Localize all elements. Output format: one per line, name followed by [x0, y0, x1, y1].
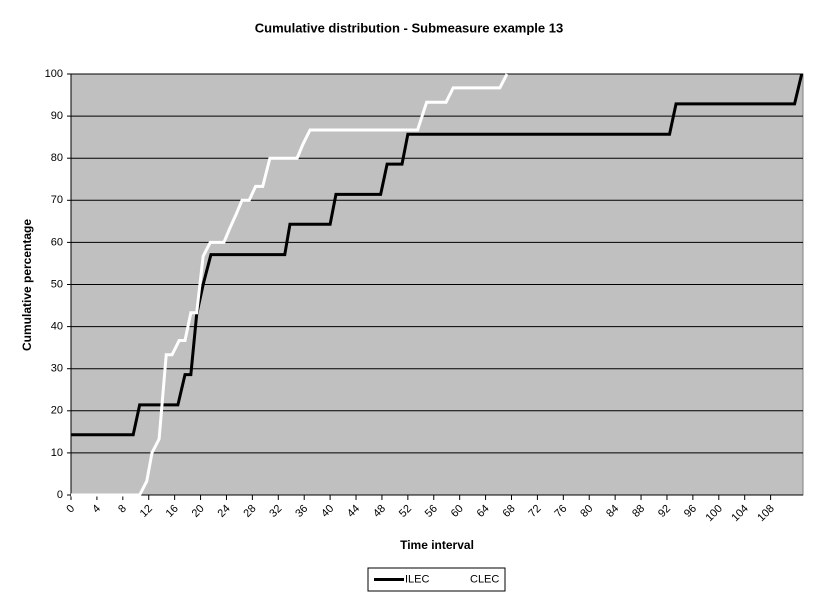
series-line — [71, 73, 509, 497]
y-tick-label: 80 — [51, 152, 63, 164]
x-tick-label: 56 — [423, 503, 440, 520]
x-tick-label: 20 — [190, 503, 207, 520]
x-tick-label: 92 — [656, 503, 673, 520]
x-tick-label: 72 — [526, 503, 543, 520]
x-tick-label: 32 — [267, 503, 284, 520]
chart-title: Cumulative distribution - Submeasure exa… — [255, 20, 563, 35]
y-tick-label: 30 — [51, 363, 63, 375]
x-tick-label: 68 — [501, 503, 518, 520]
x-tick-label: 52 — [397, 503, 414, 520]
x-tick-label: 36 — [293, 503, 310, 520]
series-line — [71, 73, 804, 437]
x-tick-label: 100 — [703, 503, 724, 524]
y-tick-label: 50 — [51, 278, 63, 290]
x-tick-label: 12 — [138, 503, 155, 520]
x-tick-label: 76 — [552, 503, 569, 520]
x-tick-label: 4 — [90, 503, 103, 516]
legend-label: ILEC — [405, 573, 430, 585]
x-tick-label: 96 — [682, 503, 699, 520]
legend-label: CLEC — [470, 573, 499, 585]
x-tick-label: 48 — [371, 503, 388, 520]
y-tick-label: 10 — [51, 447, 63, 459]
y-tick-label: 100 — [45, 68, 63, 80]
x-tick-label: 24 — [215, 503, 232, 520]
x-tick-label: 28 — [241, 503, 258, 520]
y-tick-label: 20 — [51, 405, 63, 417]
y-tick-label: 90 — [51, 110, 63, 122]
x-tick-label: 8 — [116, 503, 129, 516]
x-tick-label: 60 — [449, 503, 466, 520]
y-tick-label: 70 — [51, 194, 63, 206]
x-tick-label: 104 — [729, 503, 750, 524]
x-tick-label: 16 — [164, 503, 181, 520]
x-tick-label: 88 — [630, 503, 647, 520]
x-tick-label: 108 — [755, 503, 776, 524]
x-tick-label: 64 — [475, 503, 492, 520]
legend-box — [367, 567, 506, 592]
y-tick-label: 0 — [57, 489, 63, 501]
x-tick-label: 0 — [64, 503, 77, 516]
y-tick-label: 60 — [51, 236, 63, 248]
x-axis-title: Time interval — [400, 538, 474, 552]
x-tick-label: 44 — [345, 503, 362, 520]
y-tick-label: 40 — [51, 321, 63, 333]
x-tick-label: 84 — [604, 503, 621, 520]
x-tick-label: 80 — [578, 503, 595, 520]
y-axis-title: Cumulative percentage — [20, 219, 34, 351]
x-tick-label: 40 — [319, 503, 336, 520]
